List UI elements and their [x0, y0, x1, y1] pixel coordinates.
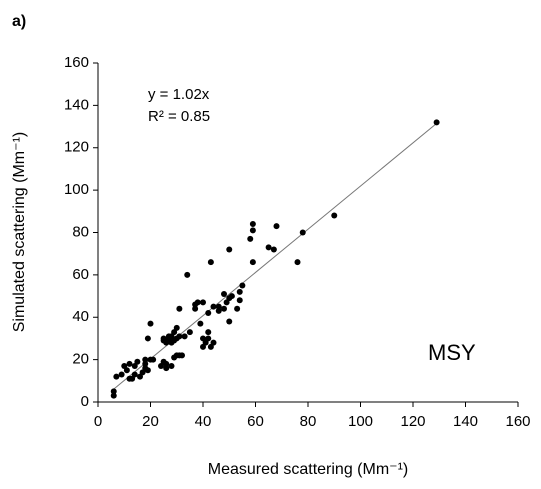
x-tick-label: 140 — [453, 413, 478, 430]
point — [249, 227, 256, 234]
point — [236, 288, 243, 295]
point — [197, 320, 204, 327]
point — [192, 305, 199, 312]
point — [150, 356, 157, 363]
panel-label: a) — [12, 13, 26, 30]
point — [142, 356, 149, 363]
point — [110, 388, 117, 395]
point — [249, 259, 256, 266]
point — [194, 299, 201, 306]
point — [200, 299, 206, 306]
point — [215, 303, 222, 310]
point — [144, 367, 151, 374]
point — [221, 305, 227, 312]
annotation: R² = 0.85 — [148, 108, 210, 125]
y-tick-label: 60 — [72, 266, 89, 283]
y-tick-label: 20 — [72, 351, 89, 368]
point — [247, 235, 254, 242]
y-axis-label: Simulated scattering (Mm⁻¹) — [11, 132, 28, 333]
x-axis-label: Measured scattering (Mm⁻¹) — [208, 461, 409, 478]
x-tick-label: 20 — [142, 413, 159, 430]
point — [184, 271, 191, 278]
point — [205, 329, 212, 336]
point — [113, 373, 120, 380]
point — [270, 246, 277, 253]
point — [142, 360, 149, 367]
y-tick-label: 40 — [72, 308, 89, 325]
x-tick-label: 60 — [247, 413, 264, 430]
point — [147, 320, 154, 327]
point — [173, 324, 180, 331]
point — [299, 229, 306, 236]
point — [273, 223, 280, 230]
point — [234, 305, 241, 312]
y-tick-label: 80 — [72, 223, 89, 240]
point — [226, 318, 233, 325]
point — [163, 365, 170, 372]
point — [134, 358, 141, 365]
point — [210, 339, 217, 346]
point — [239, 282, 246, 289]
x-tick-label: 100 — [348, 413, 373, 430]
point — [210, 303, 217, 310]
point — [236, 297, 243, 304]
point — [118, 371, 125, 378]
x-tick-label: 160 — [505, 413, 530, 430]
y-tick-label: 100 — [64, 181, 89, 198]
point — [226, 246, 233, 253]
point — [126, 360, 133, 367]
point — [110, 392, 117, 399]
x-tick-label: 80 — [300, 413, 317, 430]
annotation: y = 1.02x — [148, 86, 210, 103]
point — [294, 259, 301, 266]
point — [265, 244, 272, 251]
point — [168, 362, 175, 369]
trendline — [113, 121, 439, 390]
y-tick-label: 0 — [81, 393, 89, 410]
x-tick-label: 0 — [94, 413, 102, 430]
point — [331, 212, 338, 219]
point — [228, 293, 235, 300]
y-tick-label: 140 — [64, 96, 89, 113]
point — [205, 310, 212, 317]
point — [433, 119, 440, 126]
point — [131, 371, 138, 378]
point — [207, 259, 214, 266]
y-tick-label: 120 — [64, 139, 89, 156]
annotation: MSY — [428, 340, 476, 365]
point — [176, 305, 183, 312]
x-tick-label: 40 — [195, 413, 212, 430]
point — [186, 329, 193, 336]
point — [176, 333, 183, 340]
point — [181, 333, 188, 340]
point — [179, 352, 185, 359]
point — [205, 335, 212, 342]
x-tick-label: 120 — [400, 413, 425, 430]
point — [215, 307, 222, 314]
point — [123, 367, 130, 374]
point — [249, 221, 256, 228]
point — [221, 290, 227, 297]
y-tick-label: 160 — [64, 54, 89, 71]
point — [163, 360, 170, 367]
point — [144, 335, 151, 342]
